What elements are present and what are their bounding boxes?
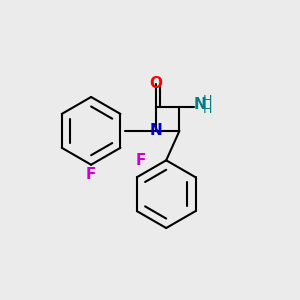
- Text: N: N: [194, 97, 206, 112]
- Text: O: O: [149, 76, 162, 91]
- Text: F: F: [135, 153, 146, 168]
- Text: F: F: [86, 167, 96, 182]
- Text: H: H: [203, 94, 212, 107]
- Text: N: N: [149, 123, 162, 138]
- Text: H: H: [203, 103, 212, 116]
